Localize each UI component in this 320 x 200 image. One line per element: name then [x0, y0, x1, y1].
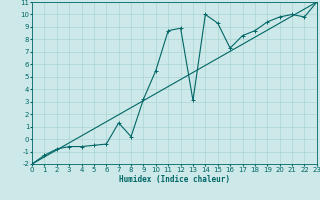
X-axis label: Humidex (Indice chaleur): Humidex (Indice chaleur) — [119, 175, 230, 184]
